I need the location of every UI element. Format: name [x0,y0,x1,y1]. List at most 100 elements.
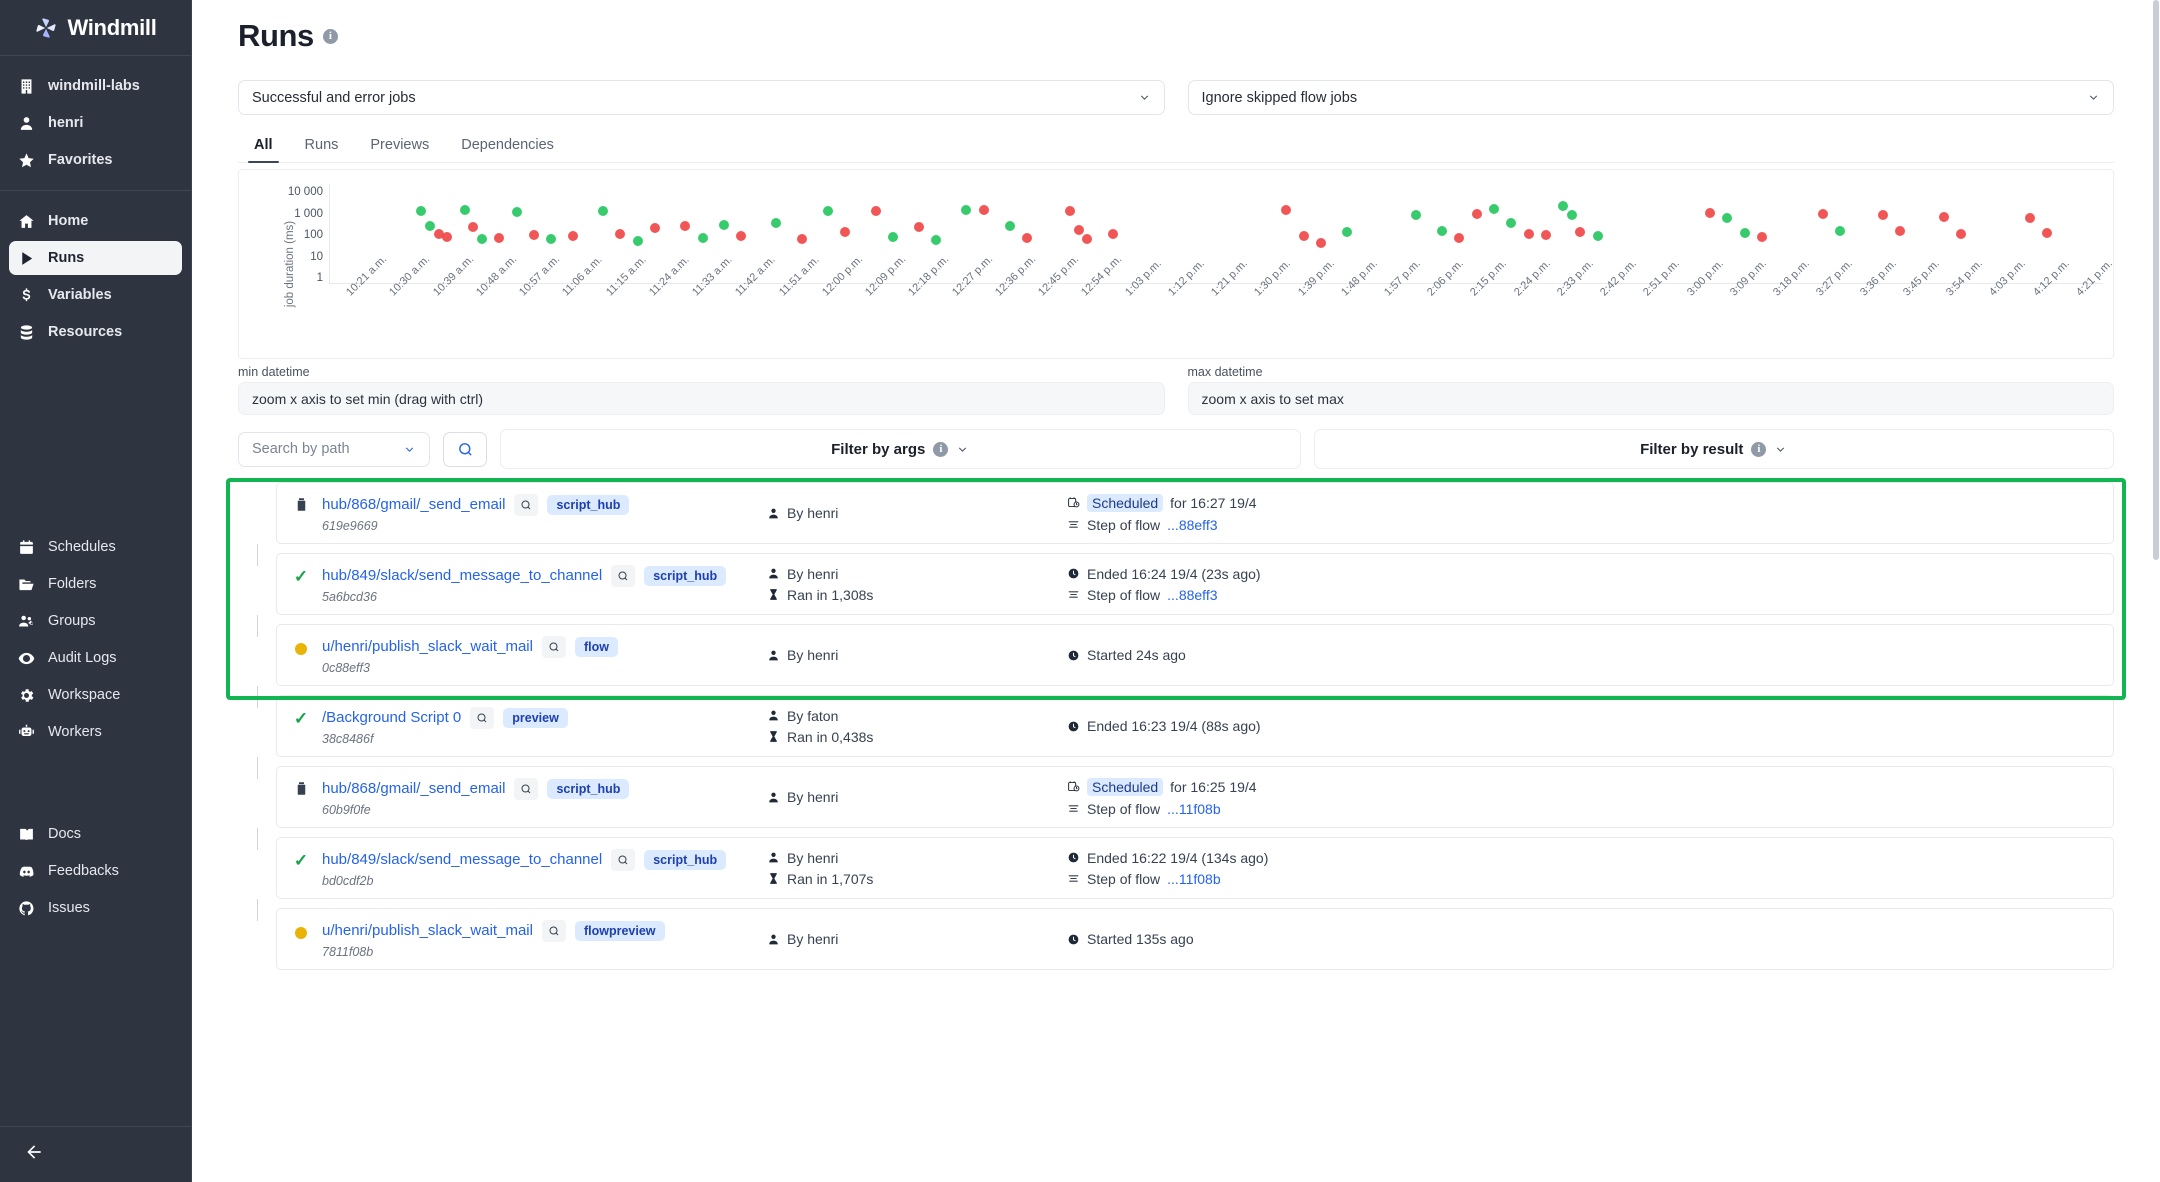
chart-point[interactable] [680,221,691,232]
run-flow-link[interactable]: ...88eff3 [1167,516,1218,533]
chart-point[interactable] [1073,224,1084,235]
chart-point[interactable] [1566,210,1577,221]
chart-point[interactable] [650,222,660,233]
chart-point[interactable] [1471,208,1482,219]
tab-all[interactable]: All [238,131,289,163]
sidebar-item-folders[interactable]: Folders [9,567,182,601]
run-flow-line[interactable]: Step of flow ...88eff3 [1067,517,2113,533]
run-card[interactable]: ✓ /Background Script 0 preview 38c8486f By f… [276,695,2114,757]
chart-point[interactable] [1722,212,1733,223]
run-card[interactable]: u/henri/publish_slack_wait_mail flow 0c88e… [276,624,2114,686]
search-path-select[interactable]: Search by path [238,431,430,467]
sidebar-item-audit-logs[interactable]: Audit Logs [9,641,182,675]
run-card[interactable]: hub/868/gmail/_send_email script_hub 60b9f… [276,766,2114,828]
chart-point[interactable] [1411,210,1422,221]
chart-point[interactable] [1298,231,1309,241]
sidebar-item-feedbacks[interactable]: Feedbacks [9,854,182,888]
chart-point[interactable] [1705,207,1716,218]
chart-point[interactable] [442,231,453,242]
table-row[interactable]: u/henri/publish_slack_wait_mail flow 0c88e… [238,615,2114,686]
sidebar-item-resources[interactable]: Resources [9,315,182,349]
table-row[interactable]: ✓ /Background Script 0 preview 38c8486f By f… [238,686,2114,757]
chart-point[interactable] [1739,227,1750,238]
sidebar-item-docs[interactable]: Docs [9,817,182,851]
info-icon[interactable]: i [1751,441,1767,457]
chart-point[interactable] [1488,204,1499,214]
run-card[interactable]: ✓ hub/849/slack/send_message_to_channel sc… [276,553,2114,615]
chart-point[interactable] [822,205,833,216]
run-flow-line[interactable]: Step of flow ...88eff3 [1067,587,2113,603]
chart-point[interactable] [1281,204,1292,215]
run-flow-link[interactable]: ...11f08b [1167,870,1221,887]
chart-point[interactable] [459,205,470,216]
chart-plot-area[interactable] [329,184,2103,284]
chart-point[interactable] [797,234,808,245]
chart-point[interactable] [1757,231,1768,242]
chart-point[interactable] [736,231,747,241]
sidebar-item-variables[interactable]: Variables [9,278,182,312]
chart-point[interactable] [1895,226,1906,237]
chart-point[interactable] [1540,230,1551,241]
run-card[interactable]: u/henri/publish_slack_wait_mail flowprevi… [276,908,2114,970]
run-flow-line[interactable]: Step of flow ...11f08b [1067,801,2113,817]
chart-point[interactable] [1817,208,1828,219]
chart-point[interactable] [1021,233,1032,244]
chart-point[interactable] [1065,205,1076,216]
sidebar-item-runs[interactable]: Runs [9,241,182,275]
search-icon[interactable] [541,635,566,658]
sidebar-item-workers[interactable]: Workers [9,715,182,749]
tab-previews[interactable]: Previews [370,137,430,153]
run-flow-link[interactable]: ...88eff3 [1167,586,1218,603]
chart-point[interactable] [494,233,505,244]
run-path-link[interactable]: hub/849/slack/send_message_to_channel [322,851,603,868]
chart-point[interactable] [697,232,708,243]
job-kind-select[interactable]: Successful and error jobs [238,80,1165,115]
sidebar-item-schedules[interactable]: Schedules [9,530,182,564]
chart-point[interactable] [1341,227,1352,238]
table-row[interactable]: u/henri/publish_slack_wait_mail flowprevi… [238,899,2114,970]
run-path-link[interactable]: u/henri/publish_slack_wait_mail [322,638,533,655]
chart-point[interactable] [1315,238,1326,249]
table-row[interactable]: hub/868/gmail/_send_email script_hub 619e9… [238,482,2114,544]
sidebar-collapse-button[interactable] [0,1126,191,1182]
chart-point[interactable] [632,235,643,246]
chart-point[interactable] [840,226,851,237]
sidebar-item-user[interactable]: henri [9,106,182,140]
info-icon[interactable]: i [933,441,949,457]
run-path-link[interactable]: hub/868/gmail/_send_email [322,780,506,797]
skipped-select[interactable]: Ignore skipped flow jobs [1187,80,2114,115]
scrollbar-track[interactable] [2152,0,2160,1182]
sidebar-item-groups[interactable]: Groups [9,604,182,638]
chart-point[interactable] [719,220,730,231]
chart-point[interactable] [615,228,626,239]
chart-point[interactable] [961,205,972,216]
run-flow-line[interactable]: Step of flow ...11f08b [1067,871,2113,887]
info-icon[interactable]: i [322,28,338,44]
search-icon[interactable] [541,919,566,942]
filter-by-args[interactable]: Filter by args i [500,429,1301,469]
sidebar-item-workspace-settings[interactable]: Workspace [9,678,182,712]
run-card[interactable]: ✓ hub/849/slack/send_message_to_channel sc… [276,837,2114,899]
chart-point[interactable] [2042,227,2053,238]
run-path-link[interactable]: /Background Script 0 [322,709,462,726]
run-card[interactable]: hub/868/gmail/_send_email script_hub 619e9… [276,482,2114,544]
chart-point[interactable] [2025,212,2036,223]
chart-point[interactable] [978,205,989,216]
scrollbar-thumb[interactable] [2153,0,2159,560]
brand[interactable]: Windmill [0,0,191,56]
chart-point[interactable] [1108,229,1119,240]
chart-point[interactable] [1558,200,1569,211]
sidebar-item-favorites[interactable]: Favorites [9,143,182,177]
run-path-link[interactable]: hub/868/gmail/_send_email [322,496,506,513]
chart-point[interactable] [931,235,942,246]
search-icon[interactable] [514,493,539,516]
filter-by-result[interactable]: Filter by result i [1313,429,2114,469]
chart-point[interactable] [771,217,782,228]
search-icon[interactable] [611,564,636,587]
sidebar-item-home[interactable]: Home [9,204,182,238]
run-path-link[interactable]: u/henri/publish_slack_wait_mail [322,922,533,939]
chart-point[interactable] [887,231,898,242]
chart-point[interactable] [1955,229,1966,240]
chart-point[interactable] [1575,226,1586,237]
run-path-link[interactable]: hub/849/slack/send_message_to_channel [322,567,603,584]
